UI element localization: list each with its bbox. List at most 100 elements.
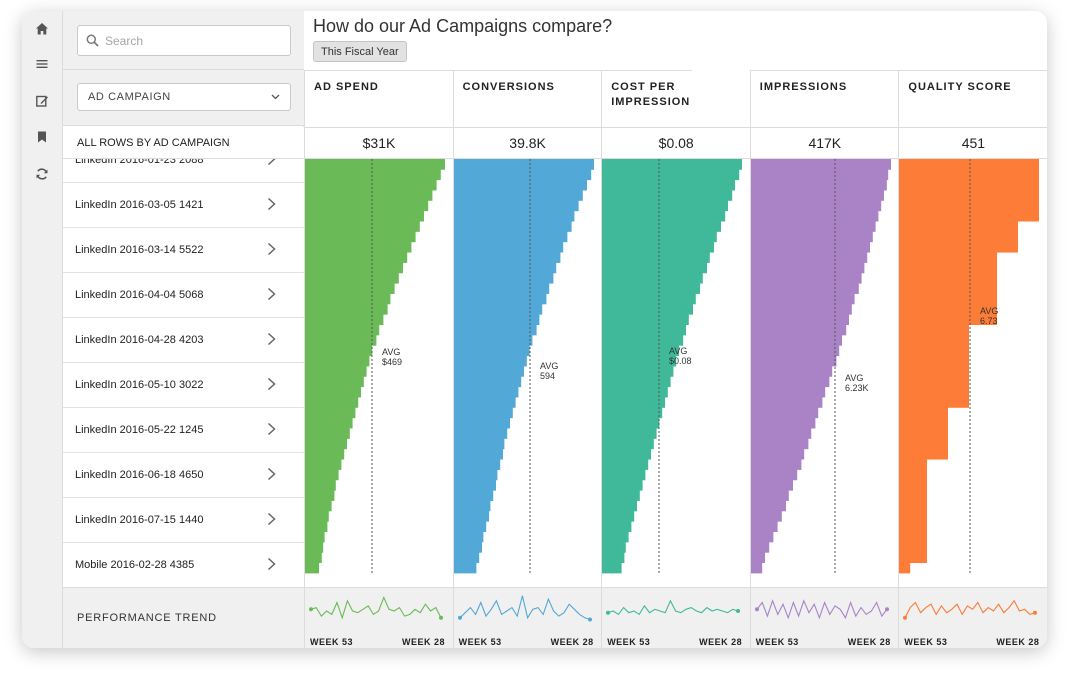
bar[interactable] bbox=[305, 355, 370, 367]
bar[interactable] bbox=[453, 283, 549, 294]
bar[interactable] bbox=[899, 469, 928, 481]
bar[interactable] bbox=[453, 386, 518, 398]
column-header[interactable]: AD SPEND bbox=[305, 70, 453, 127]
bar[interactable] bbox=[750, 490, 789, 501]
bar[interactable] bbox=[305, 531, 325, 543]
bar[interactable] bbox=[305, 438, 347, 450]
fiscal-year-filter-button[interactable]: This Fiscal Year bbox=[313, 41, 407, 62]
bar[interactable] bbox=[899, 324, 970, 336]
bar[interactable] bbox=[602, 252, 710, 263]
bar[interactable] bbox=[899, 210, 1040, 222]
campaign-row[interactable]: LinkedIn 2016-05-10 3022 bbox=[63, 363, 304, 408]
bar[interactable] bbox=[305, 510, 329, 522]
bar[interactable] bbox=[453, 221, 572, 232]
bar[interactable] bbox=[453, 200, 579, 212]
bar[interactable] bbox=[453, 479, 496, 491]
bar[interactable] bbox=[602, 490, 640, 501]
bar[interactable] bbox=[602, 407, 663, 419]
bar[interactable] bbox=[899, 221, 1019, 232]
bar[interactable] bbox=[453, 169, 591, 181]
bar[interactable] bbox=[305, 210, 424, 222]
bar[interactable] bbox=[602, 345, 680, 357]
chevron-right-icon[interactable] bbox=[267, 377, 276, 394]
bar[interactable] bbox=[453, 159, 594, 170]
bar[interactable] bbox=[899, 355, 970, 367]
bar[interactable] bbox=[453, 541, 482, 553]
edit-icon[interactable] bbox=[33, 92, 51, 110]
bar[interactable] bbox=[899, 241, 1019, 253]
campaign-row[interactable]: LinkedIn 2016-04-04 5068 bbox=[63, 273, 304, 318]
bar[interactable] bbox=[453, 469, 497, 481]
bar[interactable] bbox=[899, 521, 928, 532]
bar[interactable] bbox=[453, 272, 553, 284]
home-icon[interactable] bbox=[33, 20, 51, 38]
bar[interactable] bbox=[305, 231, 416, 243]
bar[interactable] bbox=[453, 314, 539, 325]
bar[interactable] bbox=[453, 179, 587, 191]
chevron-right-icon[interactable] bbox=[267, 557, 276, 574]
bar[interactable] bbox=[602, 221, 722, 232]
bar[interactable] bbox=[899, 386, 970, 398]
bar[interactable] bbox=[305, 314, 384, 325]
bar[interactable] bbox=[750, 159, 891, 170]
bar[interactable] bbox=[750, 334, 842, 346]
bar[interactable] bbox=[453, 324, 537, 336]
bar[interactable] bbox=[602, 386, 668, 398]
bar[interactable] bbox=[453, 562, 476, 574]
bar[interactable] bbox=[305, 221, 420, 232]
bar[interactable] bbox=[305, 262, 403, 274]
bar[interactable] bbox=[750, 283, 859, 294]
bar[interactable] bbox=[899, 376, 970, 388]
bar[interactable] bbox=[602, 479, 643, 491]
bar[interactable] bbox=[750, 221, 876, 232]
bar[interactable] bbox=[305, 179, 437, 191]
bar[interactable] bbox=[602, 459, 649, 470]
bar[interactable] bbox=[899, 366, 970, 377]
bar[interactable] bbox=[305, 552, 322, 564]
bar[interactable] bbox=[602, 241, 715, 253]
bar[interactable] bbox=[899, 262, 998, 274]
bar[interactable] bbox=[602, 179, 736, 191]
bar[interactable] bbox=[305, 397, 359, 408]
bar[interactable] bbox=[453, 366, 524, 377]
bar[interactable] bbox=[305, 541, 324, 553]
bar[interactable] bbox=[899, 531, 928, 543]
bar[interactable] bbox=[602, 469, 646, 481]
bar[interactable] bbox=[899, 272, 998, 284]
column-header[interactable]: IMPRESSIONS bbox=[750, 70, 899, 127]
bar[interactable] bbox=[305, 241, 412, 253]
bar[interactable] bbox=[305, 272, 399, 284]
campaign-row[interactable]: LinkedIn 2016-03-14 5522 bbox=[63, 228, 304, 273]
bar[interactable] bbox=[899, 510, 928, 522]
bar[interactable] bbox=[899, 552, 928, 564]
campaign-row[interactable]: Mobile 2016-02-28 4385 bbox=[63, 543, 304, 587]
bar[interactable] bbox=[899, 500, 928, 512]
refresh-icon[interactable] bbox=[33, 165, 51, 183]
bar[interactable] bbox=[899, 438, 949, 450]
bar[interactable] bbox=[899, 159, 1040, 170]
bar[interactable] bbox=[305, 479, 336, 491]
bar[interactable] bbox=[305, 324, 380, 336]
bar[interactable] bbox=[750, 376, 830, 388]
bar[interactable] bbox=[453, 490, 493, 501]
bar[interactable] bbox=[453, 417, 510, 429]
bar[interactable] bbox=[602, 355, 677, 367]
bar[interactable] bbox=[899, 231, 1019, 243]
bar[interactable] bbox=[602, 272, 703, 284]
bar[interactable] bbox=[602, 448, 652, 460]
bar[interactable] bbox=[899, 314, 998, 325]
bar[interactable] bbox=[750, 231, 873, 243]
bar[interactable] bbox=[602, 366, 674, 377]
bar[interactable] bbox=[750, 479, 793, 491]
bar[interactable] bbox=[602, 541, 626, 553]
bar[interactable] bbox=[453, 521, 486, 532]
bar[interactable] bbox=[750, 562, 762, 574]
bar[interactable] bbox=[453, 407, 513, 419]
bar[interactable] bbox=[602, 531, 629, 543]
search-input[interactable] bbox=[105, 33, 275, 48]
bar[interactable] bbox=[305, 521, 328, 532]
bar[interactable] bbox=[899, 407, 949, 419]
bar[interactable] bbox=[602, 303, 694, 315]
campaign-row[interactable]: LinkedIn 2016-04-28 4203 bbox=[63, 318, 304, 363]
bar[interactable] bbox=[899, 169, 1040, 181]
